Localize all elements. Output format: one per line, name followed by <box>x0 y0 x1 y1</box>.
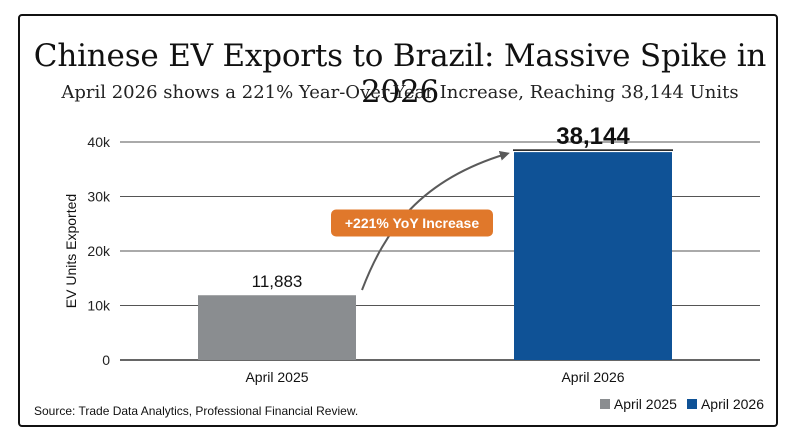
yoy-annotation-badge <box>331 209 493 237</box>
legend-label-april-2025: April 2025 <box>613 396 677 412</box>
source-note: Source: Trade Data Analytics, Profession… <box>34 404 359 418</box>
yoy-annotation-text: +221% YoY Increase <box>345 215 479 231</box>
bar-april-2026 <box>514 152 672 360</box>
data-label: 38,144 <box>556 123 630 150</box>
bar-april-2025 <box>198 295 356 360</box>
data-label: 11,883 <box>252 272 303 291</box>
chart-subtitle: April 2026 shows a 221% Year-Over-Year I… <box>61 82 739 103</box>
y-tick-label: 20k <box>87 243 111 259</box>
chart-title: Chinese EV Exports to Brazil: Massive Sp… <box>33 38 767 110</box>
chart-frame <box>18 14 778 427</box>
legend-item-april-2026: April 2026 <box>686 396 764 412</box>
y-tick-label: 30k <box>87 189 111 205</box>
legend-label-april-2026: April 2026 <box>700 396 764 412</box>
y-tick-label: 10k <box>87 298 111 314</box>
y-tick-label: 40k <box>87 134 111 150</box>
legend: April 2025 April 2026 <box>599 396 764 412</box>
y-axis-title: EV Units Exported <box>63 194 79 308</box>
legend-swatch-april-2025 <box>599 399 610 409</box>
x-tick-label: April 2026 <box>561 369 624 385</box>
legend-swatch-april-2026 <box>686 399 697 409</box>
legend-item-april-2025: April 2025 <box>599 396 677 412</box>
x-tick-label: April 2025 <box>245 369 308 385</box>
growth-arrow <box>361 150 510 291</box>
y-tick-label: 0 <box>102 352 110 368</box>
